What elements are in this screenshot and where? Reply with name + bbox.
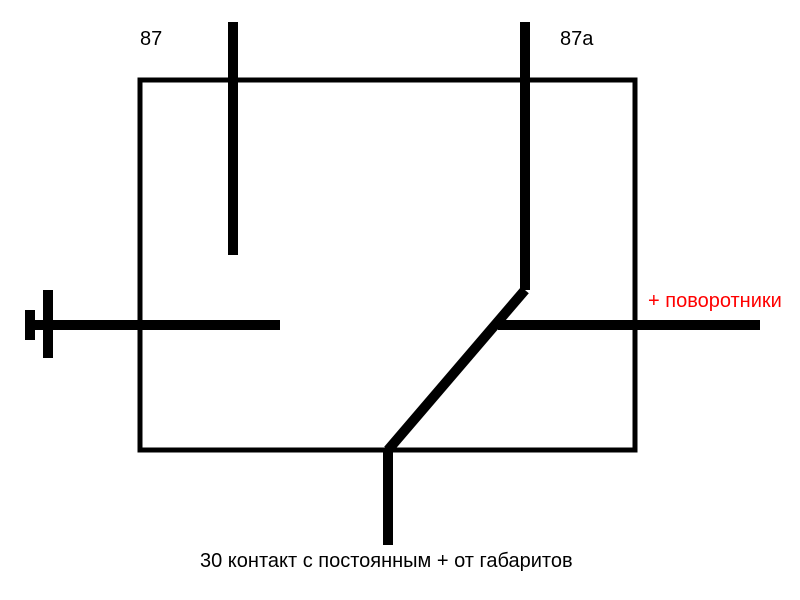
label-87a: 87a	[560, 28, 593, 50]
label-turn-signals: + поворотники	[648, 290, 782, 312]
label-87: 87	[140, 28, 162, 50]
label-30: 30 контакт с постоянным + от габаритов	[200, 550, 573, 572]
